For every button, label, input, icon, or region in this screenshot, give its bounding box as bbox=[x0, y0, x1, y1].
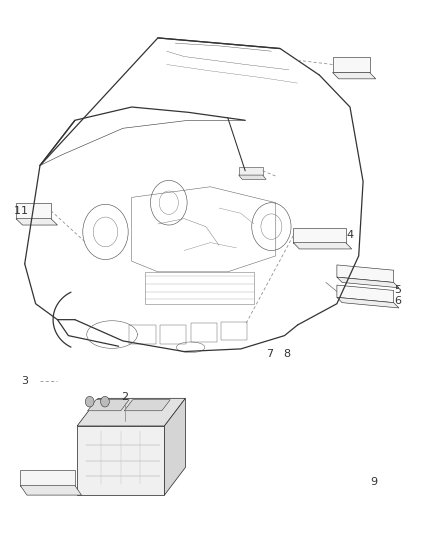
Text: 2: 2 bbox=[122, 392, 129, 402]
Polygon shape bbox=[337, 265, 394, 282]
Text: 6: 6 bbox=[395, 296, 402, 306]
Text: 7: 7 bbox=[266, 349, 273, 359]
Polygon shape bbox=[293, 228, 346, 243]
Polygon shape bbox=[124, 400, 170, 411]
Text: 5: 5 bbox=[395, 286, 402, 295]
Polygon shape bbox=[337, 285, 394, 303]
Text: 9: 9 bbox=[371, 477, 378, 487]
Polygon shape bbox=[164, 398, 185, 495]
Polygon shape bbox=[332, 56, 370, 72]
Polygon shape bbox=[77, 398, 185, 426]
Text: 3: 3 bbox=[21, 376, 28, 386]
Polygon shape bbox=[88, 400, 129, 411]
Polygon shape bbox=[20, 486, 81, 495]
Polygon shape bbox=[16, 219, 57, 225]
Polygon shape bbox=[20, 470, 75, 486]
Polygon shape bbox=[332, 72, 376, 79]
Polygon shape bbox=[239, 166, 263, 175]
Text: 1: 1 bbox=[21, 206, 28, 216]
Polygon shape bbox=[239, 175, 266, 179]
Text: 8: 8 bbox=[283, 349, 290, 359]
Text: 4: 4 bbox=[346, 230, 353, 240]
Polygon shape bbox=[293, 243, 352, 249]
Circle shape bbox=[101, 397, 110, 407]
Polygon shape bbox=[77, 426, 164, 495]
Polygon shape bbox=[337, 277, 399, 288]
Text: 1: 1 bbox=[14, 206, 21, 216]
Circle shape bbox=[85, 397, 94, 407]
Polygon shape bbox=[16, 203, 51, 219]
Polygon shape bbox=[337, 297, 399, 308]
